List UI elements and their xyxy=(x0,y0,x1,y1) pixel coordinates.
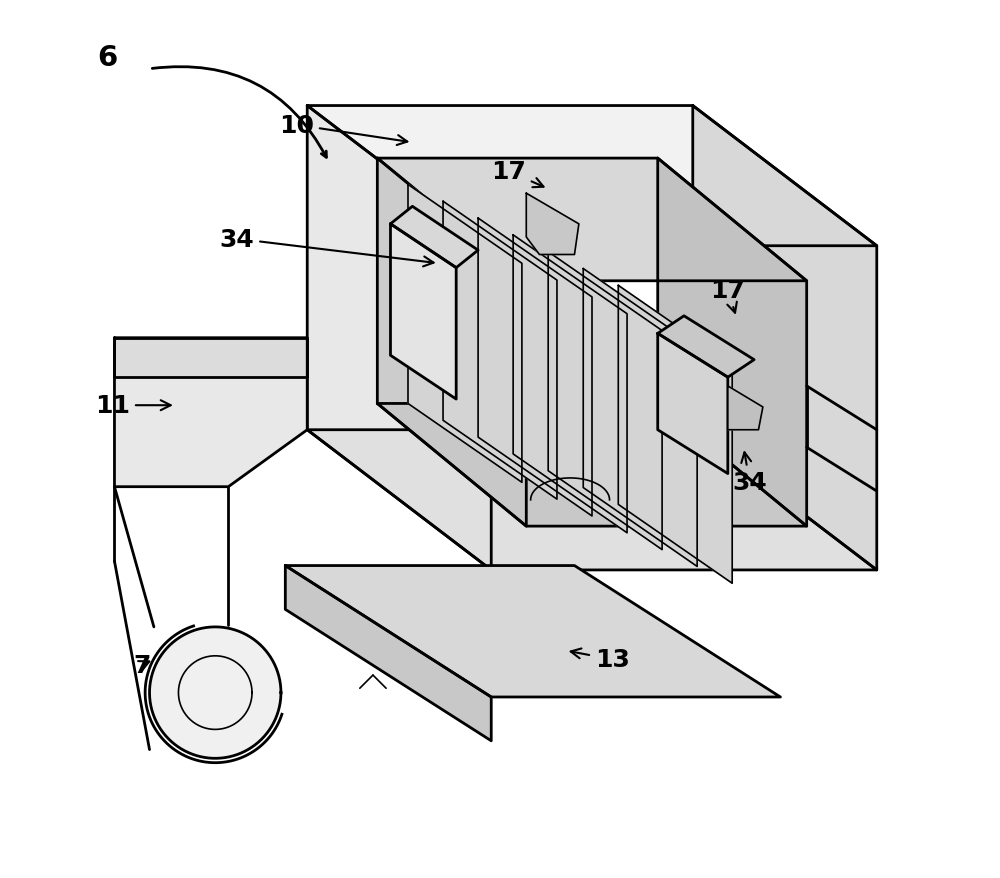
Text: 6: 6 xyxy=(97,44,118,72)
Polygon shape xyxy=(408,185,522,483)
Text: 13: 13 xyxy=(571,648,630,672)
Polygon shape xyxy=(443,202,557,500)
Text: 17: 17 xyxy=(491,160,544,188)
Polygon shape xyxy=(307,106,491,571)
Polygon shape xyxy=(513,235,627,533)
Polygon shape xyxy=(583,270,697,567)
Polygon shape xyxy=(728,386,763,430)
Polygon shape xyxy=(478,219,592,516)
Polygon shape xyxy=(618,286,732,584)
Polygon shape xyxy=(658,159,807,527)
Polygon shape xyxy=(114,338,307,378)
Text: 7: 7 xyxy=(134,653,151,677)
Polygon shape xyxy=(307,106,877,247)
Polygon shape xyxy=(548,252,662,550)
Polygon shape xyxy=(307,430,877,571)
Polygon shape xyxy=(285,566,491,741)
Text: 17: 17 xyxy=(710,278,745,313)
Polygon shape xyxy=(390,225,456,399)
Polygon shape xyxy=(658,334,728,474)
Polygon shape xyxy=(285,566,780,697)
Polygon shape xyxy=(658,316,754,378)
Text: 34: 34 xyxy=(220,227,434,267)
Polygon shape xyxy=(693,106,877,571)
Text: 10: 10 xyxy=(279,113,407,146)
Text: 11: 11 xyxy=(95,393,171,418)
Text: 34: 34 xyxy=(732,453,767,494)
Polygon shape xyxy=(377,404,807,527)
Polygon shape xyxy=(114,338,307,487)
Polygon shape xyxy=(377,159,526,527)
Polygon shape xyxy=(390,207,478,269)
Polygon shape xyxy=(377,159,807,282)
Polygon shape xyxy=(526,194,579,255)
Polygon shape xyxy=(150,627,281,759)
